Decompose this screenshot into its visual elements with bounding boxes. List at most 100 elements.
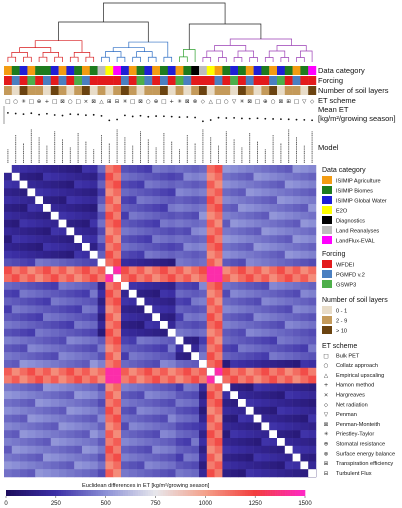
heatmap-cell xyxy=(66,188,75,197)
heatmap-cell xyxy=(27,461,36,470)
heatmap-cell xyxy=(144,165,153,174)
heatmap-cell xyxy=(74,305,83,314)
heatmap-cell xyxy=(292,289,301,298)
heatmap-cell xyxy=(152,227,161,236)
heatmap-cell xyxy=(245,196,254,205)
heatmap-cell xyxy=(121,438,130,447)
heatmap-cell xyxy=(4,321,13,330)
heatmap-cell xyxy=(261,461,270,470)
legend-label: GSWP3 xyxy=(336,282,356,288)
heatmap-cell xyxy=(4,180,13,189)
soil-layers-cell xyxy=(136,86,145,95)
heatmap-cell xyxy=(105,250,114,259)
et-scheme-symbol: ✳ xyxy=(177,98,182,105)
heatmap-cell xyxy=(105,422,114,431)
heatmap-cell xyxy=(175,305,184,314)
dendrogram-link-red xyxy=(42,52,59,58)
heatmap-cell xyxy=(269,227,278,236)
heatmap-cell xyxy=(206,180,215,189)
heatmap-cell xyxy=(113,172,122,181)
model-names xyxy=(7,129,313,163)
heatmap-cell xyxy=(191,165,200,174)
heatmap-cell xyxy=(11,453,20,462)
heatmap-cell xyxy=(11,289,20,298)
forcing-cell xyxy=(160,76,168,85)
heatmap-cell xyxy=(222,453,231,462)
heatmap-cell xyxy=(222,360,231,369)
heatmap-cell xyxy=(144,336,153,345)
heatmap-cell xyxy=(82,438,91,447)
heatmap-cell xyxy=(261,328,270,337)
heatmap-cell xyxy=(292,196,301,205)
heatmap-cell xyxy=(19,438,28,447)
heatmap-cell xyxy=(113,367,122,376)
heatmap-cell xyxy=(284,383,293,392)
heatmap-cell xyxy=(214,430,223,439)
heatmap-cell xyxy=(27,266,36,275)
heatmap-cell xyxy=(284,266,293,275)
heatmap-cell xyxy=(50,165,59,174)
heatmap-cell xyxy=(11,422,20,431)
heatmap-cell xyxy=(121,461,130,470)
heatmap-cell xyxy=(4,406,13,415)
colorbar-segment xyxy=(118,490,121,496)
heatmap-cell xyxy=(35,266,44,275)
mean-et-dot xyxy=(217,116,220,119)
heatmap-diagonal-cell xyxy=(58,219,67,228)
heatmap-cell xyxy=(152,297,161,306)
forcing-cell xyxy=(144,76,153,85)
legend-label: Penman xyxy=(336,412,357,418)
heatmap-cell xyxy=(128,204,137,213)
heatmap-cell xyxy=(253,469,262,478)
heatmap-cell xyxy=(199,235,208,244)
forcing-cell xyxy=(58,76,67,85)
colorbar-segment xyxy=(113,490,116,496)
et-scheme-symbol: □ xyxy=(52,99,57,105)
heatmap-cell xyxy=(50,367,59,376)
heatmap-cell xyxy=(175,321,184,330)
heatmap-cell xyxy=(222,172,231,181)
heatmap-cell xyxy=(199,219,208,228)
heatmap-cell xyxy=(4,243,13,252)
heatmap-cell xyxy=(160,352,169,361)
colorbar-segment xyxy=(60,490,64,496)
heatmap-cell xyxy=(199,406,208,415)
heatmap-cell xyxy=(191,422,200,431)
heatmap-cell xyxy=(261,321,270,330)
heatmap-cell xyxy=(238,188,247,197)
soil-layers-cell xyxy=(113,86,122,95)
et-scheme-symbol: ⊟ xyxy=(115,99,120,105)
heatmap-cell xyxy=(222,258,231,267)
heatmap-cell xyxy=(58,165,67,174)
soil-layers-cell xyxy=(183,86,192,95)
heatmap-cell xyxy=(82,274,91,283)
heatmap-cell xyxy=(214,211,223,220)
heatmap-cell xyxy=(167,430,176,439)
heatmap-cell xyxy=(261,165,270,174)
colorbar-segment xyxy=(292,490,296,496)
colorbar-segment xyxy=(210,490,214,496)
heatmap-cell xyxy=(19,391,28,400)
mean-et-dot xyxy=(38,113,40,116)
heatmap-cell xyxy=(50,391,59,400)
heatmap-cell xyxy=(105,258,114,267)
forcing-cell xyxy=(191,76,200,85)
heatmap-cell xyxy=(269,321,278,330)
heatmap-cell xyxy=(230,321,239,330)
heatmap-cell xyxy=(160,258,169,267)
heatmap-cell xyxy=(214,196,223,205)
data-category-cell xyxy=(58,66,67,75)
heatmap-cell xyxy=(261,204,270,213)
heatmap-cell xyxy=(300,274,309,283)
heatmap-cell xyxy=(89,453,98,462)
heatmap-cell xyxy=(82,391,91,400)
heatmap-cell xyxy=(89,352,98,361)
legend-symbol: ✳ xyxy=(324,431,329,438)
heatmap-cell xyxy=(43,414,52,423)
heatmap-cell xyxy=(58,313,67,322)
heatmap-cell xyxy=(261,313,270,322)
heatmap-cell xyxy=(199,250,208,259)
heatmap-cell xyxy=(222,235,231,244)
heatmap-cell xyxy=(261,438,270,447)
heatmap-cell xyxy=(214,438,223,447)
